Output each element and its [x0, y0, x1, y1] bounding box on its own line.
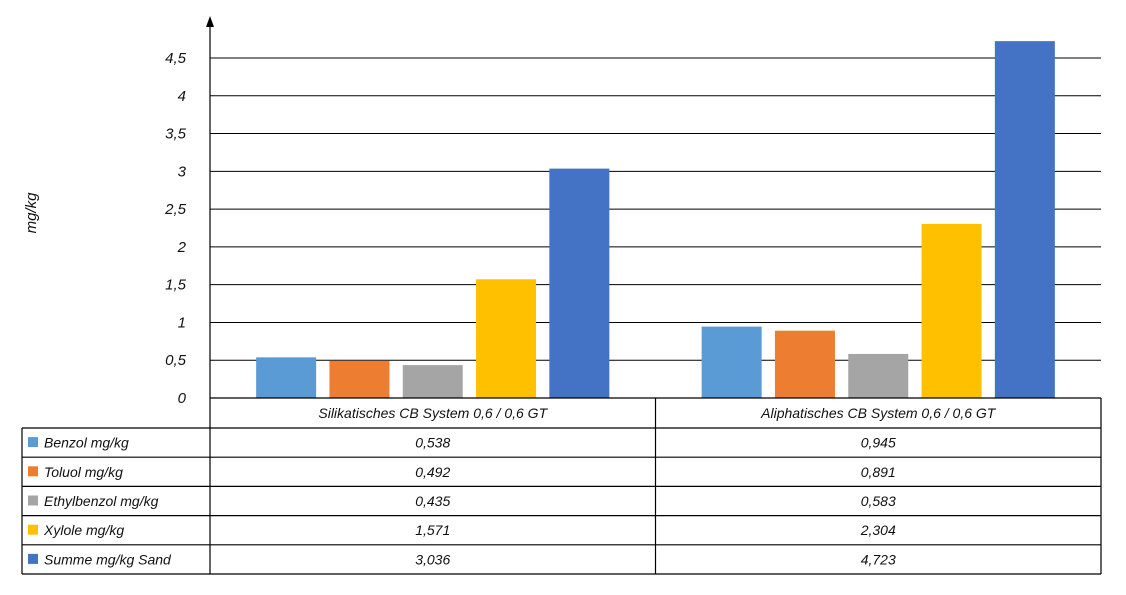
category-label: Silikatisches CB System 0,6 / 0,6 GT — [318, 405, 548, 421]
y-tick-label: 2,5 — [164, 201, 187, 218]
bars — [256, 41, 1055, 398]
gridlines — [210, 57, 1101, 399]
legend-label: Toluol mg/kg — [44, 464, 123, 480]
data-table: Silikatisches CB System 0,6 / 0,6 GT Alip… — [21, 397, 1102, 575]
y-tick-label: 3 — [178, 163, 187, 180]
legend-swatch — [28, 466, 38, 477]
y-axis-label: mg/kg — [23, 192, 40, 234]
y-tick-label: 0,5 — [165, 352, 187, 369]
bar — [701, 326, 762, 398]
bar — [476, 279, 537, 398]
bar — [774, 330, 835, 398]
legend-swatch — [28, 437, 38, 448]
data-label: 0,891 — [861, 464, 896, 480]
y-axis — [206, 16, 214, 398]
data-label: 0,538 — [415, 435, 450, 451]
y-tick-label: 1 — [178, 314, 186, 331]
bar — [402, 365, 463, 398]
data-label: 0,435 — [415, 493, 450, 509]
data-label: 1,571 — [415, 522, 450, 538]
bar — [848, 353, 909, 398]
data-label: 0,583 — [861, 493, 896, 509]
y-tick-labels: 0 0,5 1 1,5 2 2,5 3 3,5 4 4,5 — [164, 50, 187, 407]
y-tick-label: 3,5 — [165, 126, 187, 143]
bar — [329, 360, 390, 398]
y-tick-label: 4,5 — [165, 50, 187, 67]
legend-swatch — [28, 495, 38, 506]
legend-label: Summe mg/kg Sand — [44, 551, 172, 567]
data-label: 3,036 — [415, 551, 450, 567]
data-label: 0,492 — [415, 464, 450, 480]
bar — [549, 168, 610, 398]
y-axis-arrow — [206, 16, 214, 27]
data-label: 4,723 — [861, 551, 896, 567]
y-tick-label: 0 — [178, 390, 187, 407]
legend-swatch — [28, 553, 38, 564]
y-tick-label: 2 — [177, 239, 187, 256]
legend-label: Benzol mg/kg — [44, 435, 129, 451]
legend-label: Xylole mg/kg — [43, 522, 124, 538]
legend-label: Ethylbenzol mg/kg — [44, 493, 159, 509]
legend-swatch — [28, 524, 38, 535]
bar — [921, 223, 982, 398]
bar — [256, 357, 317, 398]
data-label: 2,304 — [860, 522, 896, 538]
bar — [994, 41, 1055, 398]
data-label: 0,945 — [861, 435, 896, 451]
category-label: Aliphatisches CB System 0,6 / 0,6 GT — [760, 405, 997, 421]
y-tick-label: 4 — [178, 88, 186, 105]
y-tick-label: 1,5 — [165, 277, 187, 294]
